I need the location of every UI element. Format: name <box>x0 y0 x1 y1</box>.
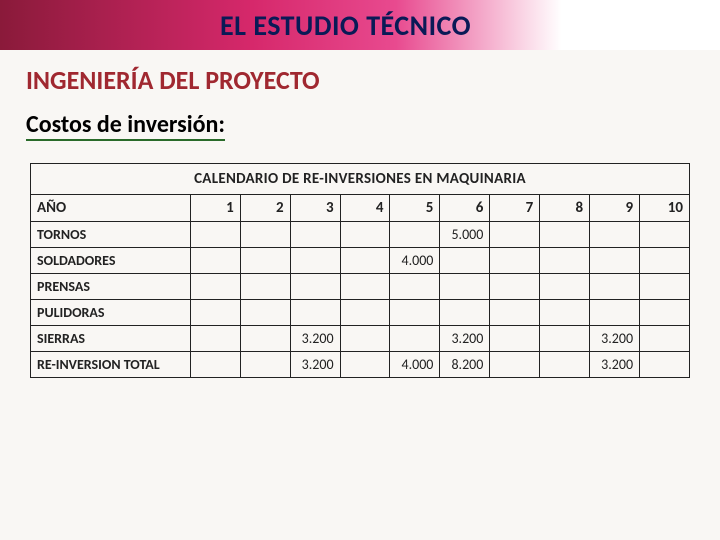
section-label: Costos de inversión: <box>26 110 225 141</box>
head-year-5: 5 <box>390 195 440 222</box>
cell <box>490 352 540 378</box>
cell <box>590 274 640 300</box>
title-banner: EL ESTUDIO TÉCNICO <box>0 0 720 50</box>
table-row: PULIDORAS <box>31 300 690 326</box>
row-label: PULIDORAS <box>31 300 191 326</box>
cell <box>190 352 240 378</box>
head-year-label: AÑO <box>31 195 191 222</box>
cell <box>340 300 390 326</box>
cell <box>190 326 240 352</box>
cell <box>290 248 340 274</box>
cell <box>640 248 690 274</box>
cell <box>540 352 590 378</box>
cell <box>240 326 290 352</box>
cell <box>490 300 540 326</box>
cell: 8.200 <box>440 352 490 378</box>
table-row: SIERRAS 3.200 3.200 3.200 <box>31 326 690 352</box>
cell <box>390 326 440 352</box>
cell <box>440 300 490 326</box>
cell <box>390 274 440 300</box>
reinvestment-table-wrap: CALENDARIO DE RE-INVERSIONES EN MAQUINAR… <box>26 163 694 378</box>
cell <box>290 274 340 300</box>
cell <box>640 352 690 378</box>
cell <box>490 222 540 248</box>
head-year-10: 10 <box>640 195 690 222</box>
cell <box>490 274 540 300</box>
row-label: TORNOS <box>31 222 191 248</box>
cell <box>240 352 290 378</box>
cell <box>540 326 590 352</box>
cell <box>540 300 590 326</box>
cell <box>490 248 540 274</box>
cell <box>240 274 290 300</box>
content-area: INGENIERÍA DEL PROYECTO Costos de invers… <box>0 50 720 378</box>
cell: 3.200 <box>440 326 490 352</box>
head-year-3: 3 <box>290 195 340 222</box>
banner-title: EL ESTUDIO TÉCNICO <box>220 8 471 43</box>
cell <box>340 326 390 352</box>
table-header-row: AÑO 1 2 3 4 5 6 7 8 9 10 <box>31 195 690 222</box>
reinvestment-table: CALENDARIO DE RE-INVERSIONES EN MAQUINAR… <box>30 163 690 378</box>
row-label: PRENSAS <box>31 274 191 300</box>
cell <box>590 248 640 274</box>
head-year-6: 6 <box>440 195 490 222</box>
cell: 4.000 <box>390 352 440 378</box>
cell <box>590 300 640 326</box>
cell <box>640 326 690 352</box>
row-label: SIERRAS <box>31 326 191 352</box>
cell <box>540 274 590 300</box>
cell <box>440 274 490 300</box>
cell <box>240 300 290 326</box>
cell: 5.000 <box>440 222 490 248</box>
cell <box>240 222 290 248</box>
cell <box>340 248 390 274</box>
cell: 3.200 <box>590 352 640 378</box>
head-year-9: 9 <box>590 195 640 222</box>
cell <box>190 300 240 326</box>
cell <box>440 248 490 274</box>
row-label: RE-INVERSION TOTAL <box>31 352 191 378</box>
head-year-7: 7 <box>490 195 540 222</box>
cell: 3.200 <box>290 326 340 352</box>
cell <box>190 248 240 274</box>
table-body: TORNOS 5.000 SOLDADORES <box>31 222 690 378</box>
cell <box>340 222 390 248</box>
cell <box>190 274 240 300</box>
row-label: SOLDADORES <box>31 248 191 274</box>
table-row: TORNOS 5.000 <box>31 222 690 248</box>
subtitle: INGENIERÍA DEL PROYECTO <box>26 64 694 96</box>
table-caption: CALENDARIO DE RE-INVERSIONES EN MAQUINAR… <box>31 164 690 195</box>
cell <box>640 274 690 300</box>
cell <box>340 274 390 300</box>
cell <box>290 222 340 248</box>
cell <box>540 222 590 248</box>
cell <box>290 300 340 326</box>
table-row: PRENSAS <box>31 274 690 300</box>
cell <box>490 326 540 352</box>
table-row: SOLDADORES 4.000 <box>31 248 690 274</box>
table-row: RE-INVERSION TOTAL 3.200 4.000 8.200 3.2… <box>31 352 690 378</box>
cell <box>390 222 440 248</box>
cell <box>590 222 640 248</box>
cell <box>240 248 290 274</box>
head-year-1: 1 <box>190 195 240 222</box>
cell <box>640 222 690 248</box>
cell <box>340 352 390 378</box>
head-year-8: 8 <box>540 195 590 222</box>
cell: 3.200 <box>590 326 640 352</box>
head-year-2: 2 <box>240 195 290 222</box>
cell <box>390 300 440 326</box>
cell: 3.200 <box>290 352 340 378</box>
cell <box>540 248 590 274</box>
head-year-4: 4 <box>340 195 390 222</box>
cell <box>190 222 240 248</box>
cell: 4.000 <box>390 248 440 274</box>
cell <box>640 300 690 326</box>
